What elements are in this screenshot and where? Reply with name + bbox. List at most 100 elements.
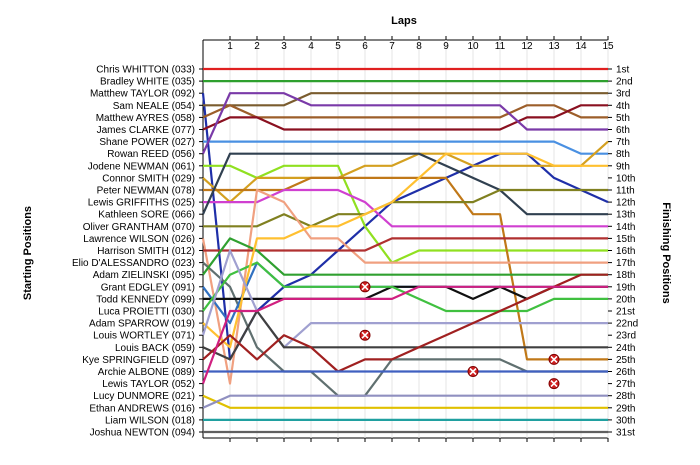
driver-line <box>202 104 608 119</box>
starting-position-label: Todd KENNEDY (099) <box>96 294 195 305</box>
y-axis-title-right: Finishing Positions <box>660 202 672 303</box>
driver-line <box>201 285 608 384</box>
finishing-position-label: 7th <box>616 137 630 148</box>
starting-position-label: Matthew AYRES (058) <box>96 113 195 124</box>
finishing-position-label: 2nd <box>616 77 633 88</box>
starting-position-label: Bradley WHITE (035) <box>100 77 195 88</box>
retirement-marker <box>359 329 371 341</box>
finishing-position-label: 14th <box>616 222 635 233</box>
lap-tick-label: 15 <box>602 41 614 52</box>
finishing-position-label: 5th <box>616 113 630 124</box>
starting-position-label: Grant EDGLEY (091) <box>101 282 195 293</box>
finishing-position-label: 12th <box>616 198 635 209</box>
starting-position-label: Kye SPRINGFIELD (097) <box>82 355 195 366</box>
finishing-position-label: 22nd <box>616 319 638 330</box>
finishing-position-label: 18th <box>616 270 635 281</box>
driver-line <box>203 176 608 361</box>
lap-tick-label: 11 <box>495 41 506 52</box>
starting-position-label: Liam WILSON (018) <box>105 415 195 426</box>
lap-tick-label: 3 <box>281 41 287 52</box>
lap-tick-label: 8 <box>416 41 422 52</box>
starting-position-label: Adam SPARROW (019) <box>89 319 195 330</box>
lap-tick-label: 5 <box>335 41 341 52</box>
retirement-marker <box>467 366 479 377</box>
starting-position-label: Adam ZIELINSKI (095) <box>93 270 195 281</box>
x-axis-title: Laps <box>391 15 417 27</box>
retirement-marker-cross <box>550 355 558 363</box>
retirement-marker-cross <box>361 331 369 339</box>
finishing-position-label: 26th <box>616 367 635 378</box>
finishing-position-label: 6th <box>616 125 630 136</box>
y-axis-title-left: Starting Positions <box>22 206 34 300</box>
starting-position-label: Peter NEWMAN (078) <box>97 186 195 197</box>
finishing-position-label: 23rd <box>616 331 636 342</box>
driver-line <box>202 152 608 349</box>
finishing-position-label: 25th <box>616 355 635 366</box>
lap-tick-label: 7 <box>389 41 395 52</box>
starting-position-label: Lucy DUNMORE (021) <box>93 391 195 402</box>
starting-position-label: Ethan ANDREWS (016) <box>89 403 195 414</box>
starting-position-label: Lewis TAYLOR (052) <box>102 379 195 390</box>
driver-line <box>202 394 608 409</box>
finishing-position-label: 15th <box>616 234 635 245</box>
starting-position-label: Luca PROIETTI (030) <box>98 307 195 318</box>
driver-line <box>202 273 608 373</box>
starting-position-label: James CLARKE (077) <box>97 125 195 136</box>
finishing-position-label: 19th <box>616 282 635 293</box>
driver-line <box>201 152 608 216</box>
finishing-position-label: 27th <box>616 379 635 390</box>
starting-position-label: Louis BACK (059) <box>115 343 195 354</box>
driver-line <box>202 261 608 397</box>
retirement-marker-cross <box>550 380 558 388</box>
starting-position-label: Oliver GRANTHAM (070) <box>83 222 195 233</box>
retirement-marker <box>548 353 560 365</box>
finishing-position-label: 4th <box>616 101 630 112</box>
driver-line <box>202 140 609 204</box>
driver-lines <box>201 67 609 434</box>
lap-tick-label: 13 <box>548 41 560 52</box>
starting-position-label: Louis WORTLEY (071) <box>93 331 195 342</box>
finishing-position-label: 21st <box>616 307 635 318</box>
starting-position-label: Elio D'ALESSANDRO (023) <box>72 258 195 269</box>
lap-tick-label: 9 <box>443 41 449 52</box>
retirement-marker <box>548 378 560 390</box>
starting-position-label: Archie ALBONE (089) <box>98 367 195 378</box>
finishing-position-label: 30th <box>616 415 635 426</box>
driver-line <box>201 188 608 385</box>
starting-position-label: Lewis GRIFFITHS (025) <box>88 198 195 209</box>
starting-position-label: Chris WHITTON (033) <box>96 65 195 76</box>
lap-tick-label: 2 <box>254 41 260 52</box>
finishing-position-label: 9th <box>616 161 630 172</box>
driver-line <box>203 188 608 228</box>
finishing-position-label: 17th <box>616 258 635 269</box>
finishing-position-label: 3rd <box>616 89 630 100</box>
lap-tick-label: 6 <box>362 41 368 52</box>
lap-tick-label: 1 <box>227 41 233 52</box>
driver-line <box>202 309 608 361</box>
finishing-position-label: 1st <box>616 65 630 76</box>
starting-position-label: Shane POWER (027) <box>99 137 195 148</box>
finishing-position-label: 24th <box>616 343 635 354</box>
finishing-position-label: 10th <box>616 173 635 184</box>
finishing-position-label: 31st <box>616 428 635 439</box>
driver-line <box>203 237 608 252</box>
starting-position-label: Harrison SMITH (012) <box>97 246 195 257</box>
driver-line <box>203 164 608 264</box>
finishing-position-label: 13th <box>616 210 635 221</box>
lap-tick-label: 4 <box>308 41 314 52</box>
starting-position-label: Jodene NEWMAN (061) <box>88 161 195 172</box>
starting-position-label: Connor SMITH (029) <box>102 173 195 184</box>
starting-position-label: Kathleen SORE (066) <box>98 210 195 221</box>
driver-line <box>202 104 608 131</box>
starting-position-label: Rowan REED (056) <box>107 149 195 160</box>
driver-line <box>203 140 608 155</box>
lap-tick-label: 10 <box>467 41 479 52</box>
retirement-marker-cross <box>469 367 477 376</box>
finishing-position-label: 29th <box>616 403 635 414</box>
lap-tick-label: 12 <box>521 41 533 52</box>
retirement-markers <box>359 281 560 390</box>
retirement-marker <box>359 281 371 293</box>
